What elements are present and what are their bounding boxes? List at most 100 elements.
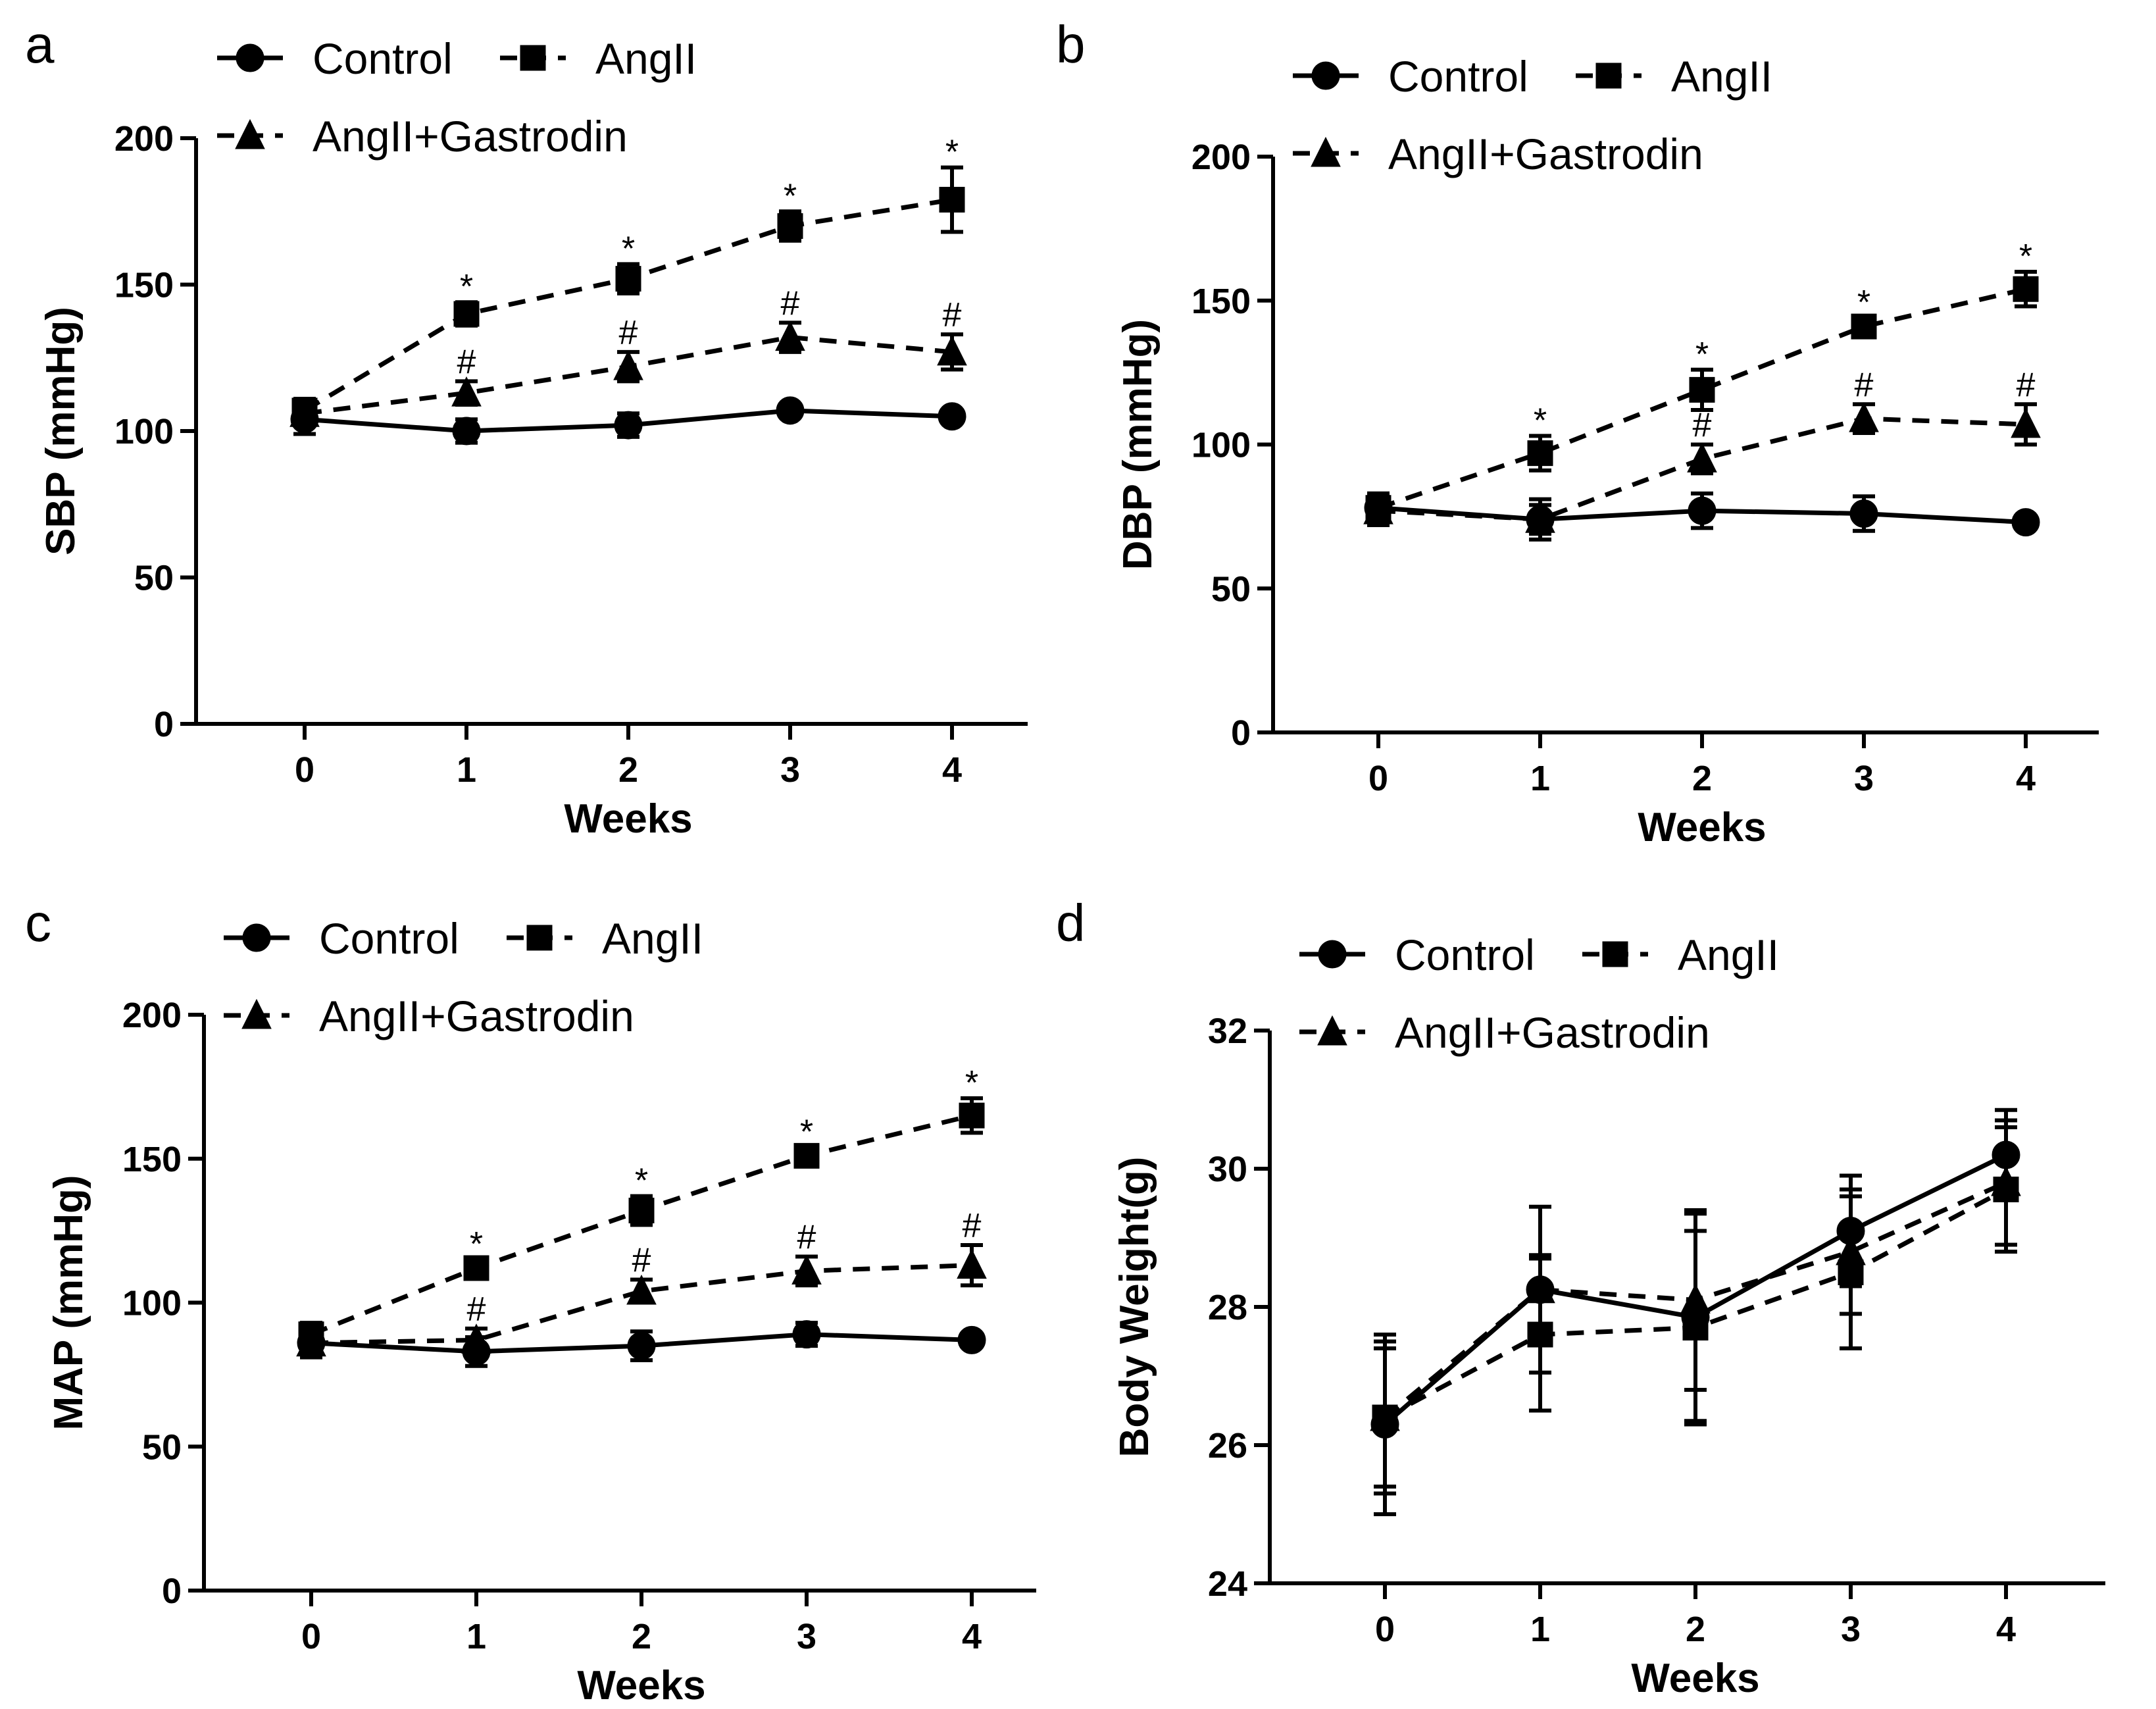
legend-label: AngII [1671, 52, 1772, 101]
legend-marker [242, 923, 271, 952]
data-point [939, 186, 965, 213]
data-point [1681, 1303, 1710, 1332]
series-line [311, 1263, 972, 1346]
data-point [615, 266, 641, 292]
series-angii [291, 165, 965, 424]
significance-mark: # [2017, 366, 2036, 404]
significance-mark: * [965, 1064, 978, 1102]
x-tick-label: 1 [466, 1617, 486, 1656]
y-tick-label: 30 [1208, 1150, 1247, 1189]
x-tick-label: 4 [1996, 1610, 2016, 1649]
legend: Control AngII AngII+Gastrodin [1299, 931, 1779, 1057]
x-tick-label: 3 [1841, 1610, 1861, 1649]
legend-marker [526, 925, 553, 951]
series-control [297, 1320, 986, 1368]
legend-label: AngII+Gastrodin [1388, 130, 1703, 178]
y-tick-label: 32 [1208, 1011, 1247, 1051]
legend-marker [1595, 63, 1622, 89]
x-tick-label: 0 [1368, 759, 1388, 798]
data-point [462, 1337, 491, 1366]
significance-mark: # [781, 284, 800, 322]
x-tick-label: 4 [962, 1617, 982, 1656]
x-axis-label: Weeks [564, 796, 692, 842]
data-point [937, 335, 967, 366]
significance-mark: # [1855, 366, 1874, 404]
significance-mark: # [963, 1207, 982, 1245]
y-tick-label: 150 [1191, 282, 1251, 321]
x-tick-label: 4 [942, 750, 962, 790]
y-axis-label: DBP (mmHg) [1115, 319, 1161, 570]
panel-letter: d [1056, 894, 1086, 952]
data-point [1689, 376, 1715, 403]
x-tick-label: 0 [1375, 1610, 1395, 1649]
y-tick-label: 24 [1208, 1564, 1247, 1604]
data-point [628, 1198, 655, 1223]
significance-mark: * [945, 134, 959, 172]
y-tick-label: 26 [1208, 1426, 1247, 1466]
significance-mark: * [1534, 401, 1547, 440]
legend-marker [520, 45, 546, 71]
legend-marker [1318, 940, 1347, 969]
significance-mark: * [2019, 238, 2032, 276]
y-tick-label: 50 [142, 1427, 182, 1467]
data-point [792, 1320, 821, 1349]
data-point [2011, 508, 2040, 537]
y-tick-label: 0 [154, 705, 174, 744]
significance-mark: # [797, 1219, 816, 1257]
data-point [777, 213, 803, 239]
legend-marker [236, 43, 264, 72]
data-point [1526, 505, 1555, 534]
x-tick-label: 2 [618, 750, 638, 790]
legend-label: AngII [1678, 931, 1779, 979]
data-point [613, 349, 643, 380]
significance-mark: # [457, 343, 476, 381]
data-point [626, 1274, 657, 1305]
x-tick-label: 2 [632, 1617, 651, 1656]
chart-panel-c: c 0 50 100 150 200 0 1 2 3 4 Weeks MAP (mmHg) * * * * # # #… [25, 894, 1036, 1708]
data-point [1370, 1410, 1399, 1439]
data-point [776, 396, 805, 425]
data-point [1849, 402, 1879, 432]
x-tick-label: 0 [295, 750, 314, 790]
y-tick-label: 200 [122, 996, 182, 1035]
y-tick-label: 0 [1231, 713, 1251, 753]
data-point [451, 376, 482, 407]
x-tick-label: 4 [2016, 759, 2036, 798]
chart-panel-b: b 0 50 100 150 200 0 1 2 3 4 Weeks DBP (mmHg) * * * * # # #… [1056, 15, 2099, 850]
legend-label: Control [313, 34, 453, 83]
data-point [614, 411, 643, 440]
x-tick-label: 1 [457, 750, 476, 790]
significance-mark: * [800, 1113, 813, 1151]
significance-mark: # [943, 296, 962, 334]
y-tick-label: 150 [122, 1140, 182, 1179]
legend: Control AngII AngII+Gastrodin [1293, 52, 1772, 178]
y-tick-label: 28 [1208, 1288, 1247, 1327]
legend-label: AngII+Gastrodin [313, 112, 628, 161]
data-point [1836, 1217, 1865, 1245]
data-point [452, 417, 481, 446]
significance-mark: * [1695, 336, 1709, 374]
legend-marker [241, 998, 272, 1029]
legend-marker [1311, 61, 1340, 90]
legend-label: AngII+Gastrodin [1395, 1008, 1710, 1057]
y-tick-label: 100 [114, 412, 174, 451]
data-point [1687, 442, 1717, 472]
x-tick-label: 2 [1686, 1610, 1705, 1649]
data-point [453, 301, 480, 327]
x-axis-label: Weeks [1638, 805, 1766, 850]
legend-label: AngII [602, 914, 703, 963]
series-angii [1365, 270, 2039, 524]
significance-mark: # [467, 1290, 486, 1329]
legend-label: Control [1395, 931, 1535, 979]
data-point [1526, 1275, 1555, 1304]
x-tick-label: 3 [1854, 759, 1874, 798]
data-point [793, 1142, 820, 1169]
significance-mark: * [635, 1162, 648, 1200]
legend-label: Control [319, 914, 459, 963]
legend-marker [1311, 136, 1341, 167]
significance-mark: * [622, 230, 635, 268]
y-tick-label: 150 [114, 266, 174, 305]
significance-mark: # [632, 1242, 651, 1280]
data-point [775, 320, 805, 351]
